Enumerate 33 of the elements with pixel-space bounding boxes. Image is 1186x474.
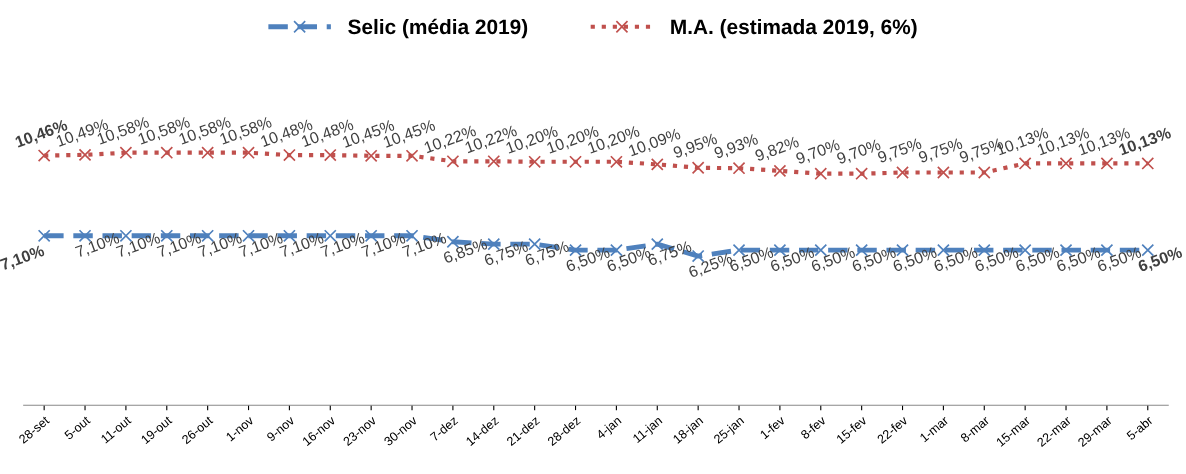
point	[896, 166, 909, 179]
point	[160, 146, 174, 160]
point	[1059, 157, 1073, 170]
point	[1141, 157, 1155, 170]
point	[1100, 157, 1114, 170]
point	[37, 229, 51, 243]
point	[242, 146, 255, 160]
data-label: 7,10%	[0, 244, 46, 273]
point	[732, 161, 746, 175]
point	[119, 146, 133, 160]
point	[569, 155, 582, 169]
point	[610, 155, 623, 169]
point	[37, 149, 51, 162]
point	[201, 146, 215, 160]
point	[1018, 157, 1032, 170]
point	[364, 149, 378, 163]
point	[977, 166, 991, 179]
point	[323, 148, 337, 162]
point	[773, 164, 787, 178]
point	[528, 155, 542, 169]
x-tick-label: 4-jan	[595, 415, 624, 442]
point	[446, 154, 460, 168]
legend-label: Selic (média 2019)	[348, 18, 528, 39]
point	[691, 161, 705, 175]
point	[283, 148, 296, 162]
point	[814, 167, 828, 181]
point	[78, 148, 92, 162]
point	[650, 158, 664, 171]
point	[855, 167, 869, 181]
point	[405, 149, 419, 163]
legend-label: M.A. (estimada 2019, 6%)	[671, 18, 917, 39]
point	[487, 154, 501, 168]
point	[937, 166, 950, 179]
